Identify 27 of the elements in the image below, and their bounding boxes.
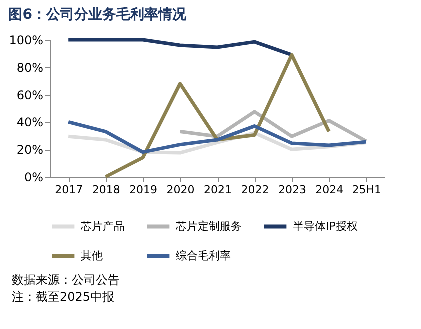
x-tick-label: 2019 bbox=[130, 184, 158, 196]
y-tick-label: 100% bbox=[9, 34, 44, 48]
x-tick-label: 2017 bbox=[55, 184, 84, 196]
y-tick-label: 60% bbox=[16, 88, 44, 102]
line-series bbox=[66, 120, 368, 154]
legend-label: 芯片产品 bbox=[80, 220, 125, 233]
text: 注：截至2025中报 bbox=[12, 290, 115, 304]
x-tick-label: 25H1 bbox=[352, 184, 382, 196]
x-tick-label: 2022 bbox=[241, 184, 270, 196]
y-tick-label: 20% bbox=[16, 143, 44, 158]
line-series bbox=[104, 53, 331, 179]
chart-title: 图6：公司分业务毛利率情况 bbox=[8, 6, 188, 23]
line-series bbox=[178, 110, 368, 144]
y-tick-label: 40% bbox=[16, 116, 44, 130]
source-note: 数据来源：公司公告 bbox=[12, 273, 120, 287]
legend-label: 其他 bbox=[81, 250, 103, 262]
x-tick-label: 2023 bbox=[278, 184, 306, 196]
x-tick-label: 2024 bbox=[316, 184, 344, 196]
x-tick-label: 2020 bbox=[166, 184, 195, 196]
line-series bbox=[66, 38, 294, 57]
y-tick-label: 0% bbox=[24, 170, 44, 184]
legend-label: 半导体IP授权 bbox=[293, 220, 358, 233]
y-tick-label: 80% bbox=[16, 60, 44, 75]
legend-label: 芯片定制服务 bbox=[175, 220, 242, 233]
x-tick-label: 2021 bbox=[204, 184, 232, 196]
x-tick-label: 2018 bbox=[92, 184, 120, 196]
legend-label: 综合毛利率 bbox=[176, 250, 231, 262]
